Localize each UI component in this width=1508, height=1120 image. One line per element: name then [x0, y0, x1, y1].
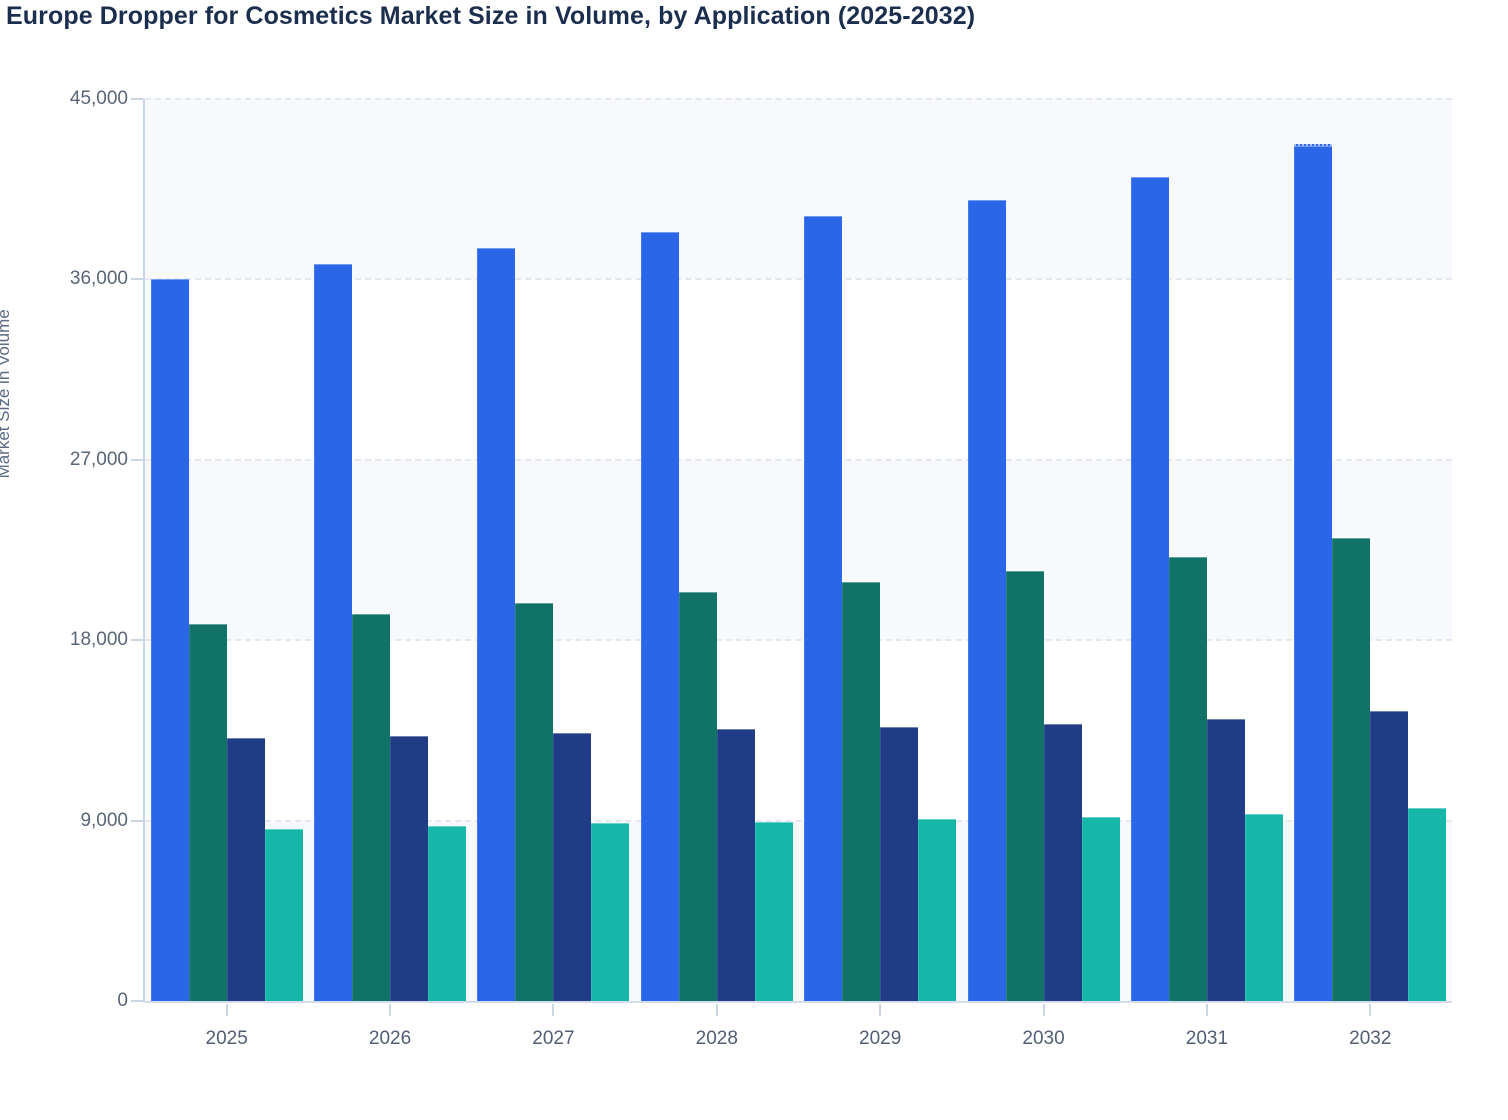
- x-axis-tick-label: 2025: [205, 1028, 248, 1049]
- bar-2029-dark-teal[interactable]: [842, 582, 881, 1001]
- bar-2027-navy[interactable]: [553, 733, 592, 1001]
- gridline: [145, 819, 1452, 822]
- bar-2030-teal[interactable]: [1081, 816, 1120, 1001]
- bar-2031-dark-teal[interactable]: [1168, 557, 1207, 1001]
- bar-2032-dark-teal[interactable]: [1332, 537, 1371, 1001]
- bar-2030-blue[interactable]: [967, 200, 1006, 1001]
- bar-2031-navy[interactable]: [1206, 719, 1245, 1001]
- gridline: [145, 278, 1452, 281]
- y-axis-tick-mark: [131, 1000, 143, 1002]
- bar-2028-dark-teal[interactable]: [678, 592, 717, 1001]
- plot-band: [145, 99, 1452, 280]
- x-axis-tick-mark: [715, 1004, 718, 1016]
- bar-2027-blue[interactable]: [477, 248, 516, 1001]
- bar-2031-teal[interactable]: [1244, 813, 1283, 1001]
- bar-2026-dark-teal[interactable]: [352, 614, 391, 1001]
- bar-2025-blue[interactable]: [150, 279, 189, 1001]
- bar-2031-blue[interactable]: [1130, 177, 1169, 1001]
- bar-2029-blue[interactable]: [804, 216, 843, 1001]
- plot-area: [143, 98, 1452, 1003]
- x-axis-tick-label: 2027: [532, 1028, 575, 1049]
- y-axis-tick-mark: [131, 98, 143, 100]
- x-axis-tick-mark: [1205, 1004, 1208, 1016]
- bar-2032-teal[interactable]: [1408, 808, 1447, 1001]
- bar-2028-teal[interactable]: [754, 821, 793, 1001]
- bar-2029-teal[interactable]: [918, 818, 957, 1001]
- y-axis-tick-mark: [131, 639, 143, 642]
- bar-2027-teal[interactable]: [591, 822, 630, 1001]
- x-axis-tick-mark: [552, 1004, 555, 1016]
- bar-2026-teal[interactable]: [428, 825, 467, 1001]
- y-axis-tick-label: 36,000: [69, 268, 128, 290]
- y-axis-tick-label: 9,000: [80, 809, 128, 831]
- bar-2026-blue[interactable]: [314, 264, 353, 1001]
- bar-2028-navy[interactable]: [716, 729, 755, 1001]
- y-axis-tick-label: 27,000: [69, 448, 128, 470]
- x-axis-tick-mark: [225, 1004, 228, 1016]
- y-axis-tick-label: 0: [117, 990, 128, 1011]
- bar-2025-navy[interactable]: [226, 738, 265, 1001]
- bar-2027-dark-teal[interactable]: [515, 603, 554, 1001]
- bar-2030-dark-teal[interactable]: [1005, 571, 1044, 1001]
- x-axis-tick-label: 2031: [1185, 1028, 1229, 1049]
- gridline: [145, 639, 1452, 642]
- x-axis-tick-label: 2029: [859, 1028, 902, 1049]
- bar-2032-navy[interactable]: [1370, 710, 1409, 1001]
- gridline: [145, 458, 1452, 461]
- x-axis-tick-label: 2026: [368, 1028, 412, 1049]
- bar-2025-teal[interactable]: [264, 828, 303, 1001]
- gridline: [145, 98, 1452, 100]
- bar-2032-blue[interactable]: [1294, 144, 1333, 1001]
- x-axis-tick-label: 2030: [1022, 1028, 1065, 1049]
- chart-title: Europe Dropper for Cosmetics Market Size…: [6, 2, 976, 30]
- bar-2029-navy[interactable]: [880, 727, 919, 1001]
- x-axis-tick-mark: [879, 1004, 882, 1016]
- y-axis-tick-labels: 0 9,000 18,000 27,000 36,000 45,000: [0, 88, 128, 1011]
- y-axis-tick-mark: [131, 278, 143, 281]
- x-axis-tick-mark: [389, 1004, 392, 1016]
- y-axis-tick-mark: [131, 458, 143, 461]
- x-axis-tick-mark: [1369, 1004, 1372, 1016]
- y-axis-tick-mark: [131, 819, 143, 822]
- x-axis-tick-label: 2028: [695, 1028, 738, 1049]
- bar-2030-navy[interactable]: [1043, 724, 1082, 1001]
- bar-2025-dark-teal[interactable]: [188, 624, 227, 1001]
- x-axis-tick-label: 2032: [1349, 1028, 1392, 1049]
- x-axis-tick-mark: [1042, 1004, 1045, 1016]
- y-axis-tick-label: 18,000: [69, 629, 128, 651]
- bar-2026-navy[interactable]: [390, 736, 429, 1001]
- y-axis-tick-label: 45,000: [69, 88, 128, 109]
- plot-band: [145, 459, 1452, 641]
- bar-2028-blue[interactable]: [640, 232, 679, 1001]
